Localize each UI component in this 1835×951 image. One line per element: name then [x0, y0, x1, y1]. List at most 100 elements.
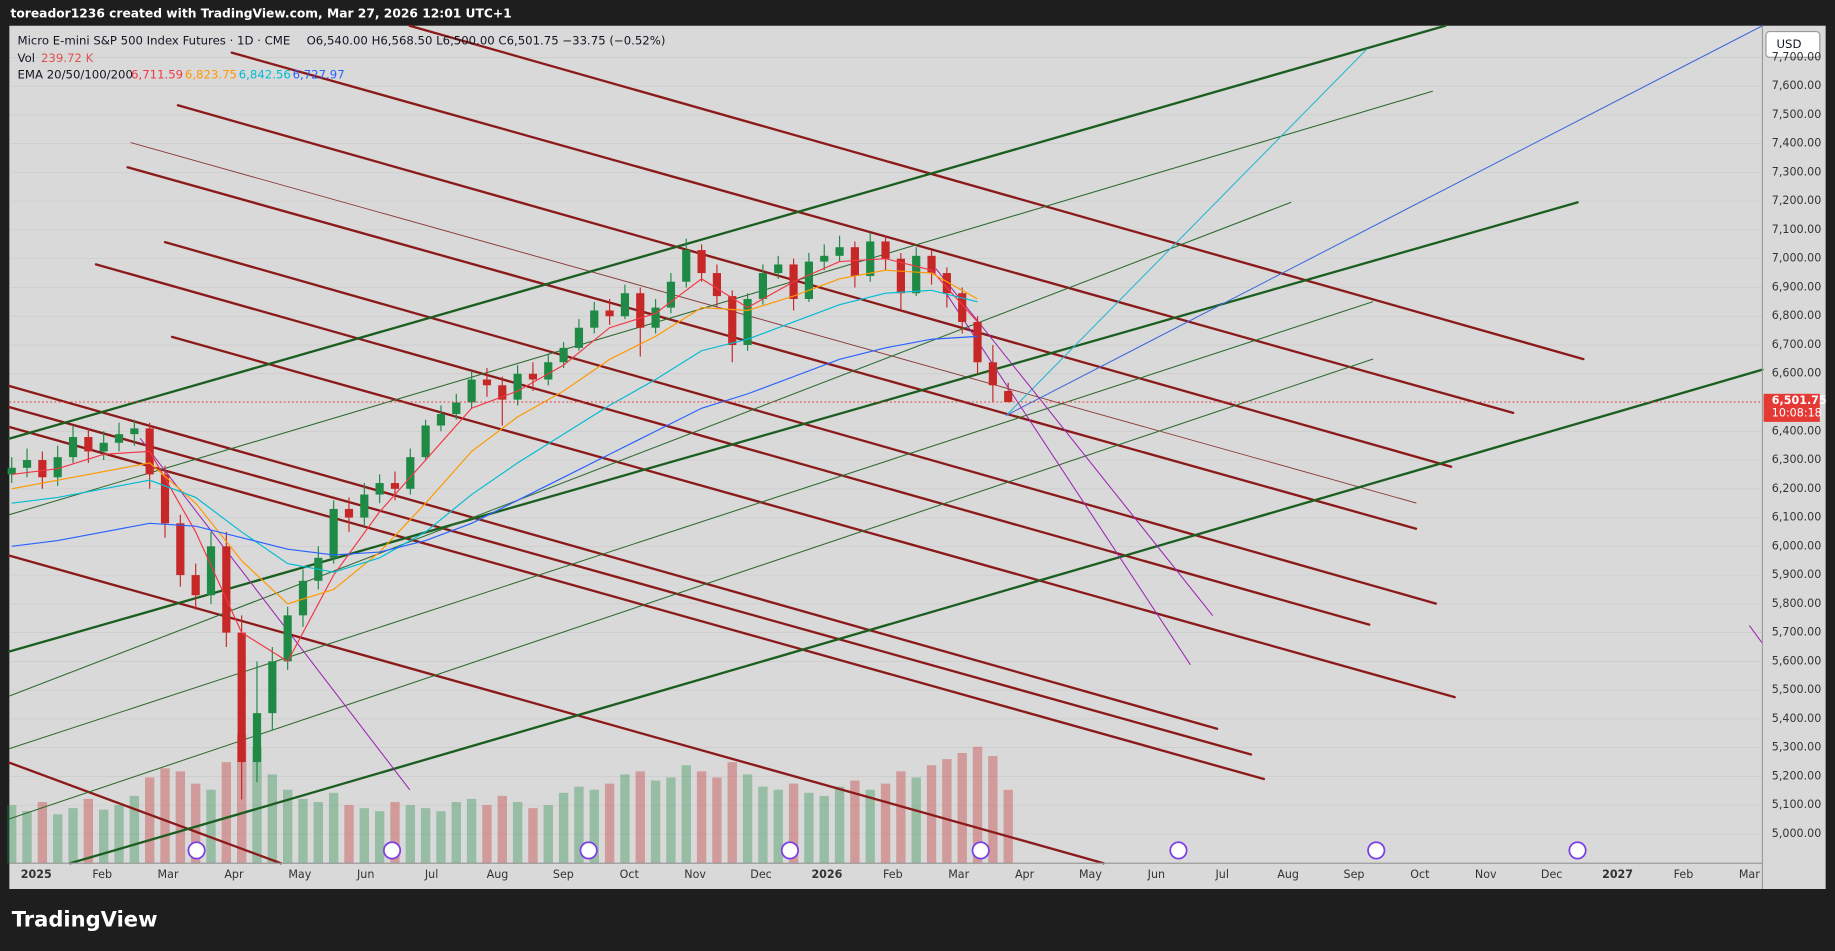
volume-bar: [635, 771, 645, 864]
volume-bar: [83, 798, 94, 864]
candle-body: [1004, 391, 1013, 403]
candle-body: [390, 483, 400, 489]
candle-body: [574, 327, 584, 348]
x-tick-label: Aug: [487, 868, 509, 881]
ema-value: 6,842.56: [239, 67, 291, 81]
volume-bar: [405, 805, 415, 864]
volume-bar: [436, 811, 446, 864]
symbol: Micro E-mini S&P 500 Index Futures · 1D …: [18, 33, 291, 47]
brand: TradingView: [12, 907, 158, 932]
y-tick-label: 6,400.00: [1772, 424, 1821, 437]
x-tick-label: Mar: [158, 868, 179, 881]
x-tick-label: Mar: [948, 868, 969, 881]
x-tick-label: Sep: [1344, 868, 1365, 881]
candle-body: [912, 255, 921, 294]
y-tick-label: 7,500.00: [1772, 108, 1821, 121]
candle-body: [176, 523, 185, 576]
candle-body: [528, 373, 538, 380]
candle-body: [360, 494, 369, 518]
x-tick-label: Feb: [1674, 868, 1694, 881]
x-tick-label: May: [288, 868, 311, 881]
candle-body: [881, 241, 890, 259]
candle-body: [452, 402, 461, 415]
chart-area: [9, 25, 1826, 890]
volume-bar: [190, 783, 201, 864]
candle-body: [53, 457, 62, 478]
volume-bar: [804, 792, 814, 864]
last-price-box: [1763, 393, 1820, 422]
candle-body: [666, 281, 676, 308]
y-tick-label: 7,200.00: [1772, 194, 1821, 207]
candle-body: [406, 457, 415, 489]
volume-bar: [420, 808, 431, 864]
volume-bar: [374, 811, 385, 864]
y-tick-label: 7,100.00: [1772, 223, 1821, 236]
candle-body: [7, 467, 16, 475]
volume-bar: [865, 789, 875, 864]
volume-bar: [972, 746, 983, 864]
volume-bar: [175, 771, 186, 864]
candle-body: [222, 546, 231, 633]
volume-bar: [819, 795, 829, 864]
y-tick-label: 5,500.00: [1772, 683, 1821, 696]
candle-body: [820, 255, 829, 262]
x-tick-label: Aug: [1277, 868, 1299, 881]
candle-body: [850, 247, 859, 276]
currency-button[interactable]: [1765, 30, 1821, 58]
volume-bar: [942, 759, 952, 864]
volume-bar: [911, 777, 921, 864]
ema-value: 6,711.59: [131, 67, 183, 81]
currency[interactable]: USD: [1776, 37, 1801, 51]
candle-body: [866, 241, 875, 276]
volume-bar: [298, 798, 308, 864]
candle-body: [958, 293, 967, 322]
candle-body: [421, 425, 430, 458]
candle-body: [590, 310, 599, 328]
candle-body: [298, 580, 308, 616]
candle-body: [99, 442, 108, 452]
volume-bar: [37, 801, 48, 864]
volume-bar: [282, 789, 293, 864]
candle-body: [268, 661, 277, 714]
volume-bar: [758, 786, 768, 864]
x-tick-label: Apr: [224, 868, 244, 881]
volume-bar: [466, 798, 477, 864]
volume-bar: [451, 801, 461, 864]
candle-body: [498, 385, 507, 400]
candle-body: [804, 261, 813, 299]
volume-bar: [558, 792, 569, 864]
x-tick-label: Jun: [1147, 868, 1165, 881]
volume-bar: [1003, 789, 1013, 864]
drawings: [8, 24, 1764, 865]
x-tick-label: Jun: [356, 868, 374, 881]
x-tick-label: Dec: [1541, 868, 1563, 881]
y-tick-label: 7,700.00: [1772, 50, 1821, 63]
volume-bar: [497, 795, 507, 864]
candle-body: [191, 575, 200, 596]
volume-bar: [7, 805, 17, 864]
volume-bar: [574, 786, 584, 864]
candle-body: [620, 293, 630, 317]
volume-bar: [221, 762, 232, 864]
y-tick-label: 6,300.00: [1772, 453, 1821, 466]
y-tick-label: 5,600.00: [1772, 654, 1821, 667]
candle-body: [22, 460, 32, 468]
volume-bar: [957, 752, 967, 864]
volume-bar: [666, 777, 676, 864]
volume-bar: [390, 801, 400, 864]
volume-bar: [727, 762, 737, 864]
volume-bar: [144, 777, 155, 864]
candle-body: [973, 321, 982, 363]
volume-bar: [742, 774, 753, 864]
volume-bar: [681, 765, 691, 864]
volume-bar: [620, 774, 630, 864]
ohlc: O6,540.00 H6,568.50 L6,500.00 C6,501.75 …: [307, 33, 666, 47]
candle-body: [896, 258, 905, 294]
x-tick-label: Nov: [1475, 868, 1497, 881]
x-tick-label: Feb: [883, 868, 903, 881]
volume-value: 239.72 K: [41, 51, 94, 65]
y-tick-label: 6,200.00: [1772, 482, 1821, 495]
candle-body: [114, 434, 124, 443]
candle-body: [636, 293, 645, 328]
volume-bar: [604, 783, 615, 864]
